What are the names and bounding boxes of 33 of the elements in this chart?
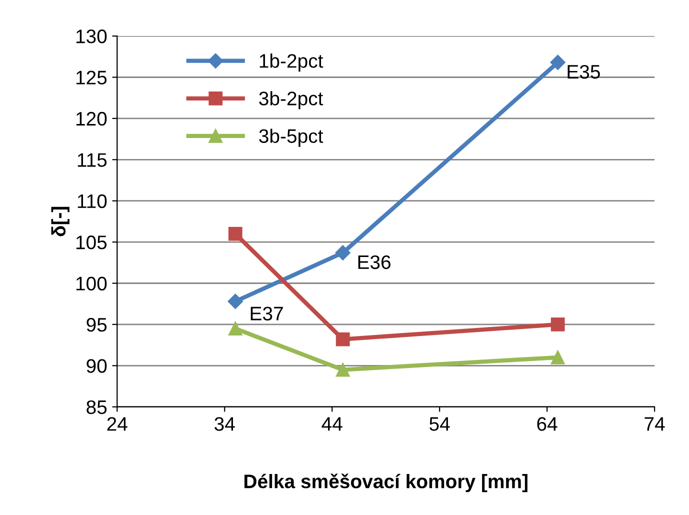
legend-label: 1b-2pct [260, 54, 324, 72]
x-tick-label: 44 [322, 417, 342, 431]
point [336, 332, 350, 346]
legend-label: 3b-5pct [259, 128, 324, 147]
x-tick-label: 54 [430, 417, 450, 431]
y-tick-label: 95 [86, 318, 107, 332]
y-tick-label: 110 [78, 194, 107, 208]
y-tick-label: 100 [76, 276, 107, 290]
x-tick-label: 34 [214, 417, 235, 431]
x-tick-label: 24 [107, 417, 128, 431]
annotation: E35 [568, 64, 600, 79]
y-tick-label: 130 [76, 30, 107, 44]
annotation: E36 [358, 255, 390, 270]
y-tick-label: 90 [86, 359, 107, 373]
point [335, 245, 350, 260]
y-tick-label: 125 [76, 70, 107, 84]
x-tick-label: 64 [537, 417, 558, 431]
x-tick-label: 74 [644, 417, 665, 431]
point [550, 350, 565, 364]
x-axis-title: Délka směšovací komory [mm] [244, 474, 528, 492]
point [228, 226, 242, 241]
y-tick-label: 105 [76, 236, 107, 250]
y-tick-label: 85 [86, 400, 107, 414]
point [228, 294, 243, 309]
y-tick-label: 120 [76, 112, 107, 126]
legend-label: 3b-2pct [259, 91, 324, 110]
point [228, 322, 242, 336]
y-tick-label: 115 [78, 153, 107, 167]
point [336, 362, 350, 377]
point [550, 318, 565, 332]
y-axis-title: δ[-] [51, 206, 70, 236]
annotation: E37 [250, 306, 283, 320]
point [550, 54, 566, 70]
